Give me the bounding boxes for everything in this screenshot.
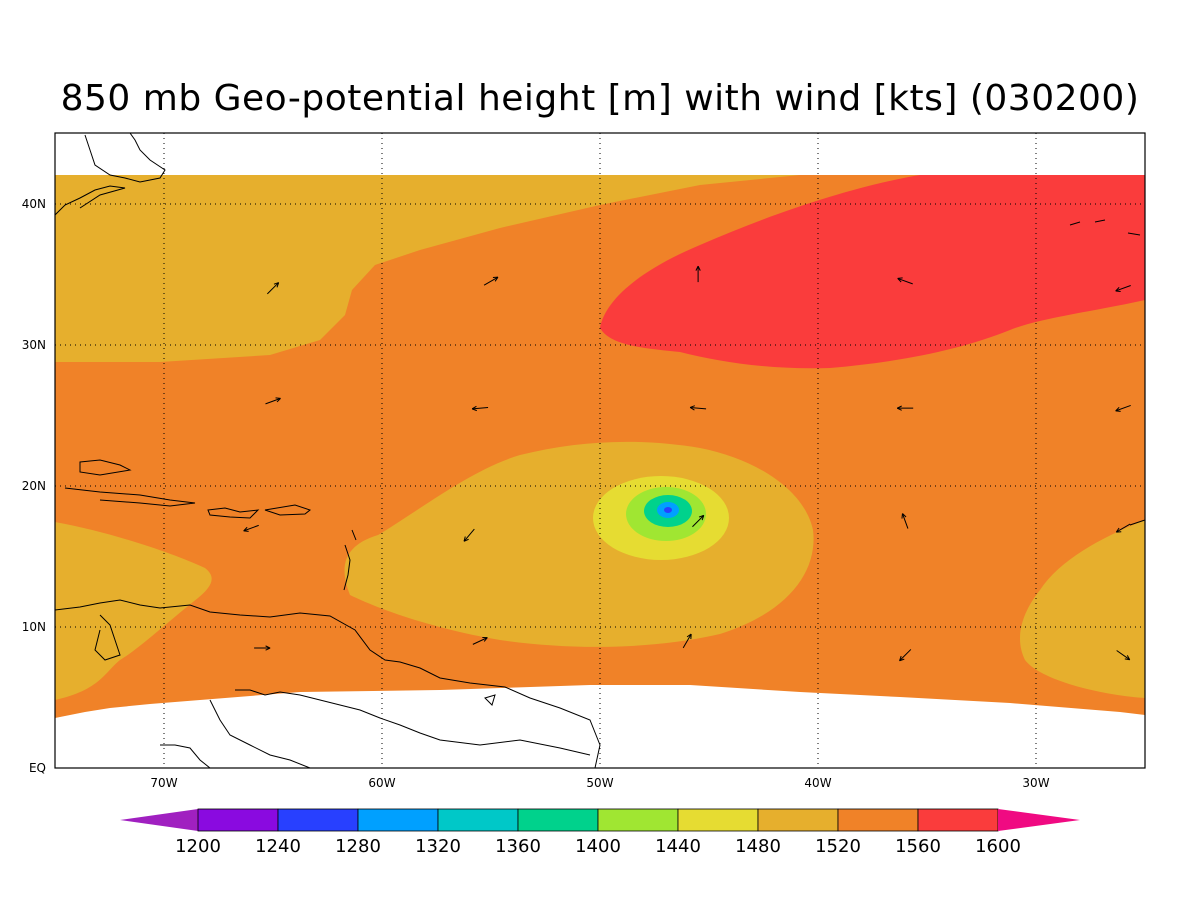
- map-title: 850 mb Geo-potential height [m] with win…: [60, 78, 1140, 119]
- colorbar-swatch: [597, 808, 679, 832]
- colorbar-level-label: 1600: [975, 836, 1021, 857]
- height-band-1560-1600: [600, 175, 1145, 369]
- wind-arrow: [1115, 404, 1131, 412]
- wind-arrow: [243, 524, 259, 532]
- colorbar-under-arrow: [120, 809, 198, 831]
- colorbar-swatch: [917, 808, 999, 832]
- lat-tick-label: 40N: [22, 197, 46, 211]
- wind-arrow: [901, 513, 909, 529]
- colorbar-level-label: 1320: [415, 836, 461, 857]
- map-frame: [54, 132, 1146, 769]
- colorbar-level-label: 1480: [735, 836, 781, 857]
- colorbar-swatch: [677, 808, 759, 832]
- lat-tick-label: 30N: [22, 338, 46, 352]
- coastlines: [55, 133, 1145, 768]
- low-ring-1280: [664, 507, 672, 513]
- colorbar-level-label: 1280: [335, 836, 381, 857]
- wind-arrow: [254, 645, 271, 651]
- wind-arrow: [1116, 650, 1131, 661]
- wind-arrow: [692, 514, 705, 528]
- wind-arrow: [471, 405, 489, 412]
- wind-arrow: [689, 405, 707, 411]
- colorbar-level-label: 1360: [495, 836, 541, 857]
- wind-vectors: [243, 265, 1131, 662]
- lat-tick-label: EQ: [29, 761, 46, 775]
- lat-tick-label: 20N: [22, 479, 46, 493]
- lon-tick-label: 40W: [804, 776, 831, 790]
- wind-arrow: [896, 405, 914, 411]
- lon-axis: 70W 60W 50W 40W 30W: [150, 776, 1049, 790]
- wind-arrow: [1115, 285, 1131, 292]
- colorbar-level-label: 1240: [255, 836, 301, 857]
- lon-tick-label: 30W: [1022, 776, 1049, 790]
- colorbar-level-label: 1560: [895, 836, 941, 857]
- colorbar-swatch: [357, 808, 439, 832]
- wind-arrow: [266, 282, 280, 295]
- height-field: [55, 133, 1145, 768]
- colorbar-swatch: [197, 808, 279, 832]
- lon-tick-label: 70W: [150, 776, 177, 790]
- wind-arrow: [695, 265, 701, 283]
- wind-arrow: [472, 637, 488, 645]
- lon-tick-label: 50W: [586, 776, 613, 790]
- colorbar: 1200 1240 1280 1320 1360 1400 1440 1480 1520 1560…: [120, 808, 1080, 857]
- height-band-1480-1520-east: [1020, 520, 1145, 698]
- colorbar-swatch: [837, 808, 919, 832]
- colorbar-level-label: 1200: [175, 836, 221, 857]
- height-band-1480-1520-north: [55, 175, 800, 362]
- height-band-1480-1520-west: [55, 522, 212, 700]
- wind-arrow: [463, 528, 475, 542]
- wind-arrow: [1115, 523, 1131, 533]
- colorbar-swatch: [277, 808, 359, 832]
- wind-arrow: [682, 633, 692, 649]
- lon-tick-label: 60W: [368, 776, 395, 790]
- lat-axis: EQ 10N 20N 30N 40N: [22, 197, 46, 775]
- colorbar-swatch: [757, 808, 839, 832]
- colorbar-level-label: 1520: [815, 836, 861, 857]
- grid-lines: [55, 133, 1145, 768]
- wind-arrow: [899, 649, 912, 662]
- wind-arrow: [483, 276, 499, 286]
- lat-tick-label: 10N: [22, 620, 46, 634]
- colorbar-level-label: 1440: [655, 836, 701, 857]
- wind-arrow: [897, 277, 913, 285]
- colorbar-swatch: [437, 808, 519, 832]
- colorbar-level-label: 1400: [575, 836, 621, 857]
- wind-arrow: [265, 397, 281, 405]
- colorbar-swatch: [517, 808, 599, 832]
- colorbar-over-arrow: [998, 809, 1080, 831]
